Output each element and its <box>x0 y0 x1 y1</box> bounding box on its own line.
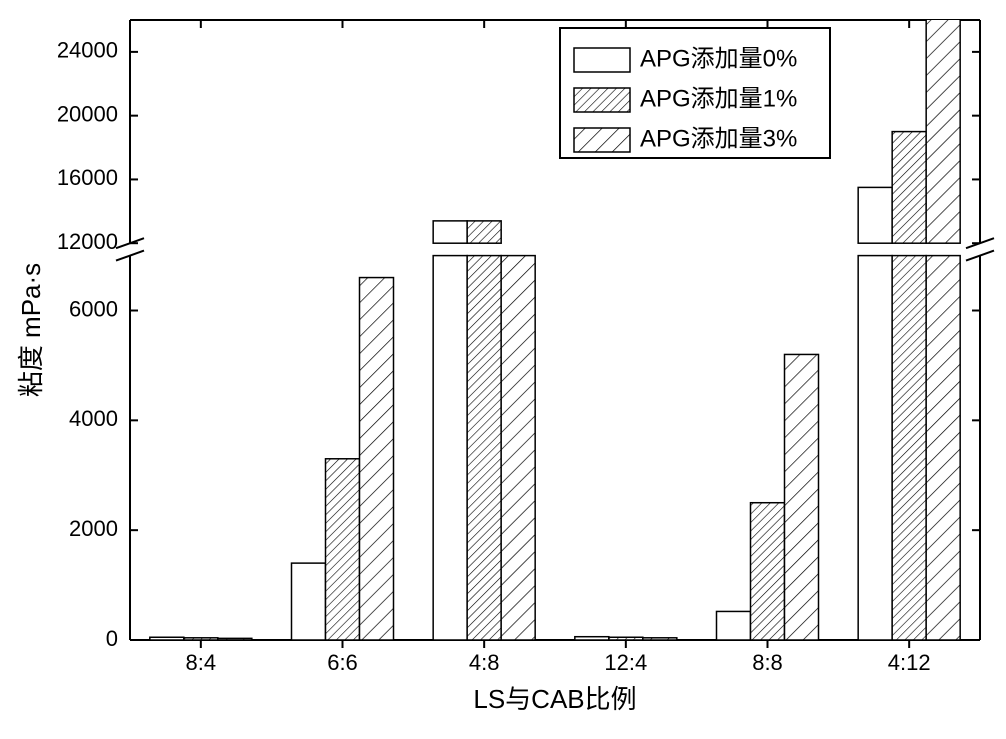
svg-text:6000: 6000 <box>69 296 118 321</box>
bar <box>218 638 252 640</box>
bar-chart: 0 2000 4000 6000 12000 16000 20000 24000 8:4 6:6 4… <box>0 0 1006 734</box>
x-tick-label: 6:6 <box>327 650 358 675</box>
x-tick-label: 4:8 <box>469 650 500 675</box>
bar <box>326 459 360 640</box>
x-tick-label: 8:4 <box>186 650 217 675</box>
bar-upper <box>892 132 926 244</box>
svg-text:16000: 16000 <box>57 165 118 190</box>
legend-swatch <box>574 128 630 152</box>
bar <box>785 354 819 640</box>
svg-text:0: 0 <box>106 626 118 651</box>
svg-text:20000: 20000 <box>57 101 118 126</box>
bar <box>717 611 751 640</box>
x-axis-title: LS与CAB比例 <box>473 684 636 714</box>
legend-swatch <box>574 88 630 112</box>
legend-label: APG添加量0% <box>640 45 797 72</box>
bar-lower <box>858 256 892 640</box>
x-tick-label: 12:4 <box>604 650 647 675</box>
bar-lower <box>892 256 926 640</box>
bar <box>184 638 218 640</box>
svg-text:4000: 4000 <box>69 406 118 431</box>
svg-text:2000: 2000 <box>69 516 118 541</box>
bar <box>751 503 785 640</box>
bar-lower <box>501 256 535 640</box>
bar <box>360 278 394 640</box>
bar-upper <box>926 17 960 243</box>
x-tick-label: 4:12 <box>888 650 931 675</box>
bar-lower <box>467 256 501 640</box>
chart-container: 0 2000 4000 6000 12000 16000 20000 24000 8:4 6:6 4… <box>0 0 1006 734</box>
bar-upper <box>467 221 501 243</box>
svg-text:24000: 24000 <box>57 38 118 63</box>
bar <box>292 563 326 640</box>
legend-label: APG添加量1% <box>640 85 797 112</box>
bar <box>150 637 184 640</box>
legend-swatch <box>574 48 630 72</box>
y-axis-title: 粘度 mPa·s <box>16 263 46 397</box>
svg-text:12000: 12000 <box>57 229 118 254</box>
bar-upper <box>858 187 892 243</box>
bar-lower <box>433 256 467 640</box>
bar-lower <box>926 256 960 640</box>
x-tick-label: 8:8 <box>752 650 783 675</box>
legend-label: APG添加量3% <box>640 125 797 152</box>
bar <box>609 637 643 640</box>
bar-upper <box>433 221 467 243</box>
bar <box>575 637 609 640</box>
bar <box>643 638 677 640</box>
